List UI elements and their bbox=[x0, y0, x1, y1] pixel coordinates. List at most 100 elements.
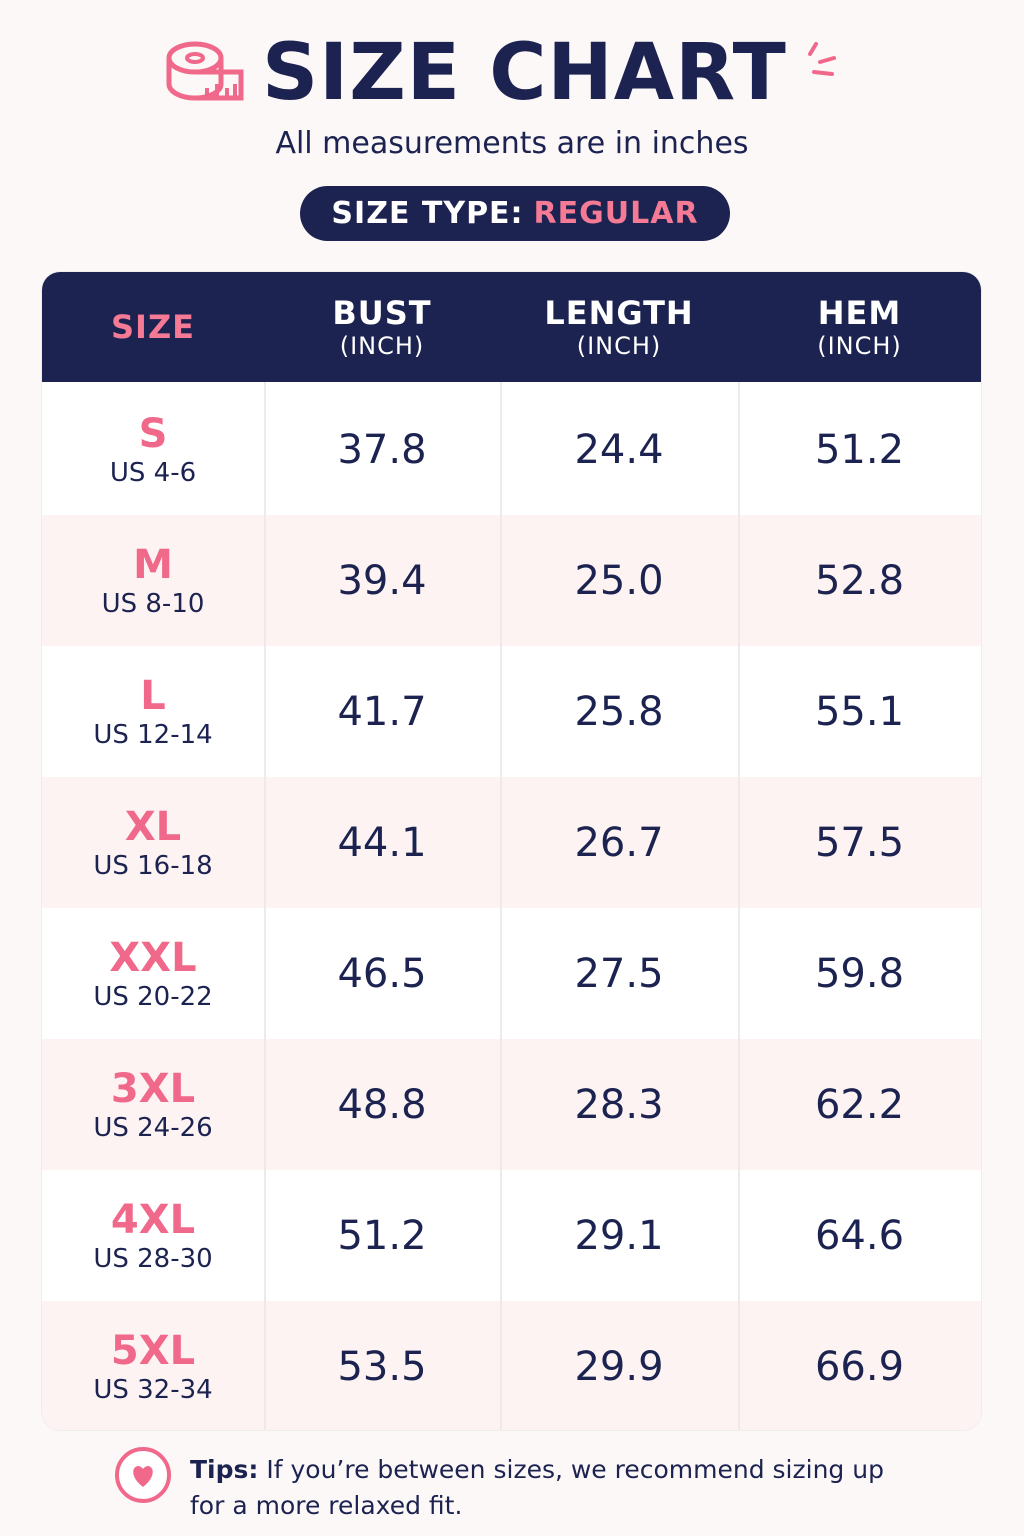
size-name: S bbox=[138, 410, 168, 457]
us-size: US 28-30 bbox=[93, 1243, 213, 1274]
value-cell: 29.1 bbox=[500, 1170, 738, 1301]
us-size: US 20-22 bbox=[93, 981, 213, 1012]
value: 66.9 bbox=[814, 1343, 905, 1390]
value-cell: 39.4 bbox=[264, 515, 500, 646]
table-row: 5XL US 32-34 53.5 29.9 66.9 bbox=[42, 1301, 981, 1430]
us-size: US 8-10 bbox=[101, 588, 205, 619]
column-divider bbox=[738, 382, 740, 1430]
tips-label: Tips: bbox=[190, 1455, 259, 1484]
value: 37.8 bbox=[337, 426, 427, 473]
value-cell: 55.1 bbox=[738, 646, 981, 777]
value-cell: 46.5 bbox=[264, 908, 500, 1039]
value: 27.5 bbox=[574, 950, 664, 997]
table-row: M US 8-10 39.4 25.0 52.8 bbox=[42, 515, 981, 646]
size-cell: 3XL US 24-26 bbox=[42, 1039, 264, 1170]
value-cell: 26.7 bbox=[500, 777, 738, 908]
value: 55.1 bbox=[814, 688, 905, 735]
size-cell: M US 8-10 bbox=[42, 515, 264, 646]
value-cell: 44.1 bbox=[264, 777, 500, 908]
column-unit: (INCH) bbox=[339, 332, 425, 360]
value: 28.3 bbox=[574, 1081, 664, 1128]
tips-text: If you’re between sizes, we recommend si… bbox=[190, 1455, 884, 1520]
size-type-value: REGULAR bbox=[533, 196, 699, 231]
value: 52.8 bbox=[814, 557, 905, 604]
table-row: 3XL US 24-26 48.8 28.3 62.2 bbox=[42, 1039, 981, 1170]
size-cell: XL US 16-18 bbox=[42, 777, 264, 908]
size-name: XXL bbox=[109, 934, 197, 981]
size-cell: 4XL US 28-30 bbox=[42, 1170, 264, 1301]
value-cell: 66.9 bbox=[738, 1301, 981, 1430]
column-name: HEM bbox=[817, 294, 902, 332]
table-header: SIZE BUST (INCH) LENGTH (INCH) HEM (INCH) bbox=[42, 272, 981, 382]
value-cell: 37.8 bbox=[264, 384, 500, 515]
size-type-label: SIZE TYPE: bbox=[331, 196, 524, 231]
size-name: XL bbox=[124, 803, 182, 850]
value: 24.4 bbox=[574, 426, 664, 473]
value: 25.8 bbox=[574, 688, 664, 735]
value: 57.5 bbox=[814, 819, 905, 866]
value: 29.1 bbox=[574, 1212, 664, 1259]
header-cell: BUST (INCH) bbox=[264, 272, 500, 382]
value-cell: 24.4 bbox=[500, 384, 738, 515]
value: 48.8 bbox=[337, 1081, 427, 1128]
value: 39.4 bbox=[337, 557, 427, 604]
size-name: 4XL bbox=[110, 1196, 196, 1243]
us-size: US 4-6 bbox=[109, 457, 197, 488]
column-divider bbox=[264, 382, 266, 1430]
value: 41.7 bbox=[337, 688, 427, 735]
tape-icon bbox=[166, 41, 244, 101]
value-cell: 29.9 bbox=[500, 1301, 738, 1430]
size-name: 3XL bbox=[110, 1065, 196, 1112]
size-cell: XXL US 20-22 bbox=[42, 908, 264, 1039]
size-table: SIZE BUST (INCH) LENGTH (INCH) HEM (INCH) S US 4… bbox=[42, 272, 981, 1430]
value-cell: 57.5 bbox=[738, 777, 981, 908]
column-unit: (INCH) bbox=[817, 332, 902, 360]
value: 59.8 bbox=[814, 950, 905, 997]
header-cell: HEM (INCH) bbox=[738, 272, 981, 382]
table-row: L US 12-14 41.7 25.8 55.1 bbox=[42, 646, 981, 777]
us-size: US 16-18 bbox=[93, 850, 213, 881]
value-cell: 51.2 bbox=[738, 384, 981, 515]
size-type: SIZE TYPE: REGULAR bbox=[300, 186, 730, 241]
value: 26.7 bbox=[574, 819, 664, 866]
value-cell: 52.8 bbox=[738, 515, 981, 646]
value: 64.6 bbox=[814, 1212, 905, 1259]
size-name: 5XL bbox=[110, 1327, 196, 1374]
value-cell: 41.7 bbox=[264, 646, 500, 777]
value-cell: 64.6 bbox=[738, 1170, 981, 1301]
us-size: US 24-26 bbox=[93, 1112, 213, 1143]
size-name: L bbox=[140, 672, 166, 719]
title: SIZE CHART bbox=[262, 28, 787, 118]
value: 29.9 bbox=[574, 1343, 664, 1390]
value-cell: 28.3 bbox=[500, 1039, 738, 1170]
size-name: M bbox=[133, 541, 173, 588]
column-name: LENGTH bbox=[544, 294, 694, 332]
value-cell: 48.8 bbox=[264, 1039, 500, 1170]
column-unit: (INCH) bbox=[576, 332, 662, 360]
value-cell: 59.8 bbox=[738, 908, 981, 1039]
value-cell: 51.2 bbox=[264, 1170, 500, 1301]
column-divider bbox=[500, 382, 502, 1430]
subtitle: All measurements are in inches bbox=[275, 126, 749, 161]
size-cell: S US 4-6 bbox=[42, 384, 264, 515]
size-cell: 5XL US 32-34 bbox=[42, 1301, 264, 1430]
size-cell: L US 12-14 bbox=[42, 646, 264, 777]
us-size: US 12-14 bbox=[93, 719, 213, 750]
tips: Tips: If you’re between sizes, we recomm… bbox=[190, 1452, 910, 1524]
value: 51.2 bbox=[337, 1212, 427, 1259]
value-cell: 53.5 bbox=[264, 1301, 500, 1430]
column-name: BUST bbox=[332, 294, 432, 332]
value-cell: 25.0 bbox=[500, 515, 738, 646]
table-row: S US 4-6 37.8 24.4 51.2 bbox=[42, 384, 981, 515]
us-size: US 32-34 bbox=[93, 1374, 213, 1405]
value-cell: 62.2 bbox=[738, 1039, 981, 1170]
value: 25.0 bbox=[574, 557, 664, 604]
header-cell: SIZE bbox=[42, 272, 264, 382]
header-cell: LENGTH (INCH) bbox=[500, 272, 738, 382]
value: 53.5 bbox=[337, 1343, 427, 1390]
value: 46.5 bbox=[337, 950, 427, 997]
value: 51.2 bbox=[814, 426, 905, 473]
table-row: 4XL US 28-30 51.2 29.1 64.6 bbox=[42, 1170, 981, 1301]
table-row: XL US 16-18 44.1 26.7 57.5 bbox=[42, 777, 981, 908]
value-cell: 27.5 bbox=[500, 908, 738, 1039]
